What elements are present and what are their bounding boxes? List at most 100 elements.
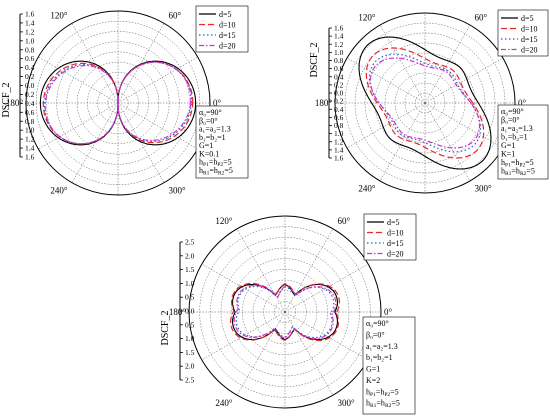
parameter-line: β₀=0°: [501, 116, 520, 125]
angle-label: 180°: [169, 307, 187, 317]
series-line-d=5: [358, 36, 492, 170]
y-tick-label: 0.2: [334, 80, 344, 89]
angle-label: 0°: [518, 98, 527, 108]
angle-label: 300°: [169, 185, 187, 195]
y-tick-label: 1.0: [334, 48, 344, 57]
polar-grid-spoke: [71, 23, 119, 104]
y-tick-label: 1.2: [334, 40, 344, 49]
y-tick-label: 0.5: [185, 320, 195, 329]
polar-grid-spoke: [117, 23, 165, 104]
parameter-line: b₁=b₂=1: [366, 353, 393, 362]
parameter-line: a₁=a₂=1.3: [199, 125, 231, 134]
legend-entry: d=5: [521, 14, 534, 23]
parameter-line: α₀=90°: [501, 107, 524, 116]
parameter-line: a₁=a₂=1.3: [501, 124, 533, 133]
y-tick-label: 1.0: [185, 279, 195, 288]
legend-entry: d=10: [387, 228, 404, 237]
parameter-line: hR1=hR2=5: [501, 167, 535, 178]
polar-grid-ring: [344, 22, 506, 184]
y-tick-label: 0.2: [25, 72, 35, 81]
polar-grid-ring: [252, 279, 318, 345]
parameter-line: β₀=0°: [199, 116, 218, 125]
angle-label: 300°: [338, 398, 356, 408]
polar-grid-spoke: [284, 263, 369, 313]
y-tick-label: 0.6: [25, 54, 35, 63]
y-tick-label: 0.0: [25, 81, 35, 90]
series-line-d=15: [368, 53, 482, 153]
y-tick-label: 0.8: [25, 117, 35, 126]
y-tick-label: 0.6: [334, 64, 344, 73]
polar-grid-spoke: [117, 102, 165, 183]
angle-label: 60°: [338, 216, 351, 226]
polar-grid-spoke: [71, 102, 119, 183]
y-axis-title: DSCF_2: [160, 310, 171, 345]
angle-label: 60°: [169, 11, 182, 21]
y-tick-label: 1.0: [25, 126, 35, 135]
parameter-line: G=1: [366, 365, 380, 374]
polar-grid-spoke: [236, 228, 286, 313]
y-tick-label: 1.6: [334, 154, 344, 163]
angle-label: 0°: [213, 98, 222, 108]
polar-grid-spoke: [424, 102, 504, 149]
y-tick-label: 0.8: [334, 121, 344, 130]
y-tick-label: 2.0: [185, 362, 195, 371]
polar-grid-spoke: [424, 57, 504, 104]
polar-grid-spoke: [346, 102, 426, 149]
parameter-line: K=2: [366, 376, 380, 385]
legend-entry: d=10: [219, 20, 236, 29]
polar-grid-spoke: [38, 102, 119, 150]
y-tick-label: 1.4: [25, 18, 35, 27]
parameter-line: hP1=hP2=5: [366, 387, 399, 398]
legend-entry: d=15: [521, 35, 538, 44]
y-tick-label: 2.0: [185, 251, 195, 260]
legend-entry: d=5: [387, 218, 400, 227]
angle-label: 240°: [50, 185, 68, 195]
parameter-line: α₀=90°: [199, 108, 222, 117]
y-tick-label: 0.6: [25, 108, 35, 117]
legend-entry: d=15: [387, 239, 404, 248]
parameter-line: G=1: [199, 141, 213, 150]
y-tick-label: 0.4: [25, 63, 35, 72]
polar-grid-ring: [76, 61, 160, 145]
y-tick-label: 1.2: [334, 137, 344, 146]
polar-grid-ring: [210, 237, 360, 387]
series-line-d=10: [365, 47, 485, 159]
y-tick-label: 1.5: [185, 265, 195, 274]
y-axis-title: DSCF_2: [1, 82, 12, 117]
parameter-line: hP1=hP2=5: [501, 158, 534, 169]
parameter-line: K=1: [501, 150, 515, 159]
y-tick-label: 1.6: [25, 153, 35, 162]
polar-chart-3: 0° 60° 120° 180° 240° 300° 2.5 2.0 1.5 1.0 0.5 0.0 0…: [160, 213, 417, 415]
angle-label: 240°: [215, 398, 233, 408]
polar-grid-spoke: [201, 311, 286, 361]
parameter-line: hR1=hR2=5: [366, 399, 400, 410]
y-tick-label: 1.4: [25, 144, 35, 153]
parameter-line: β₀=0°: [366, 330, 385, 339]
parameter-line: G=1: [501, 141, 515, 150]
polar-grid-spoke: [38, 56, 119, 104]
polar-grid-ring: [404, 82, 446, 124]
polar-grid-ring: [97, 82, 139, 124]
polar-chart-1: 0°60°120°180°240° 300°1.61.41.21.00.80.60…: [1, 5, 249, 196]
y-tick-label: 1.0: [334, 129, 344, 138]
y-tick-label: 0.8: [334, 56, 344, 65]
y-tick-label: 0.8: [25, 45, 35, 54]
angle-label: 180°: [315, 98, 333, 108]
legend-entry: d=20: [521, 45, 538, 54]
parameter-line: a₁=a₂=1.3: [366, 342, 398, 351]
parameter-box: [195, 105, 249, 179]
y-tick-label: 0.0: [185, 307, 195, 316]
y-tick-label: 2.5: [185, 238, 195, 247]
legend-entry: d=20: [387, 249, 404, 258]
legend-entry: d=15: [219, 31, 236, 40]
angle-label: 300°: [475, 184, 493, 194]
polar-grid-spoke: [201, 263, 286, 313]
polar-chart-2: 0°60°120°180°240° 300°1.61.41.21.00.80.60…: [309, 9, 549, 194]
polar-grid-spoke: [379, 24, 426, 104]
polar-grid-spoke: [236, 311, 286, 396]
y-tick-label: 1.4: [334, 145, 344, 154]
parameter-line: hR1=hR2=5: [199, 166, 233, 177]
angle-label: 0°: [384, 307, 393, 317]
legend-entry: d=10: [521, 24, 538, 33]
angle-label: 180°: [6, 98, 24, 108]
